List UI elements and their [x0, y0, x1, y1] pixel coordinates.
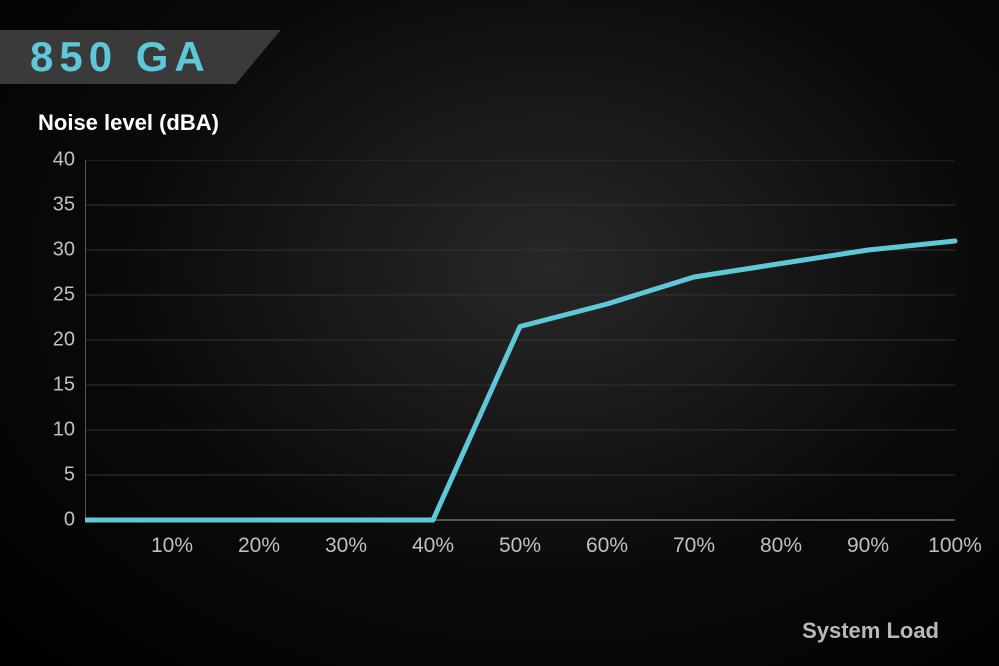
y-tick-label: 5	[35, 464, 75, 487]
x-tick-label: 10%	[151, 534, 193, 558]
y-tick-label: 30	[35, 239, 75, 262]
title-badge: 850 GA	[0, 30, 281, 84]
x-tick-label: 70%	[673, 534, 715, 558]
product-title: 850 GA	[30, 33, 211, 81]
y-tick-label: 25	[35, 284, 75, 307]
noise-line	[85, 241, 955, 520]
x-tick-label: 60%	[586, 534, 628, 558]
y-axis-title: Noise level (dBA)	[38, 110, 219, 136]
chart-area: 051015202530354010%20%30%40%50%60%70%80%…	[85, 160, 955, 560]
line-chart	[85, 160, 995, 530]
y-tick-label: 0	[35, 509, 75, 532]
x-tick-label: 30%	[325, 534, 367, 558]
x-tick-label: 40%	[412, 534, 454, 558]
y-tick-label: 20	[35, 329, 75, 352]
x-tick-label: 100%	[928, 534, 982, 558]
x-tick-label: 20%	[238, 534, 280, 558]
x-tick-label: 50%	[499, 534, 541, 558]
chart-container: 850 GA Noise level (dBA) System Load 0 5 1…	[0, 0, 999, 666]
y-tick-label: 15	[35, 374, 75, 397]
x-axis-title: System Load	[802, 618, 939, 644]
x-tick-label: 90%	[847, 534, 889, 558]
y-tick-label: 10	[35, 419, 75, 442]
y-tick-label: 35	[35, 194, 75, 217]
y-tick-label: 40	[35, 149, 75, 172]
x-tick-label: 80%	[760, 534, 802, 558]
